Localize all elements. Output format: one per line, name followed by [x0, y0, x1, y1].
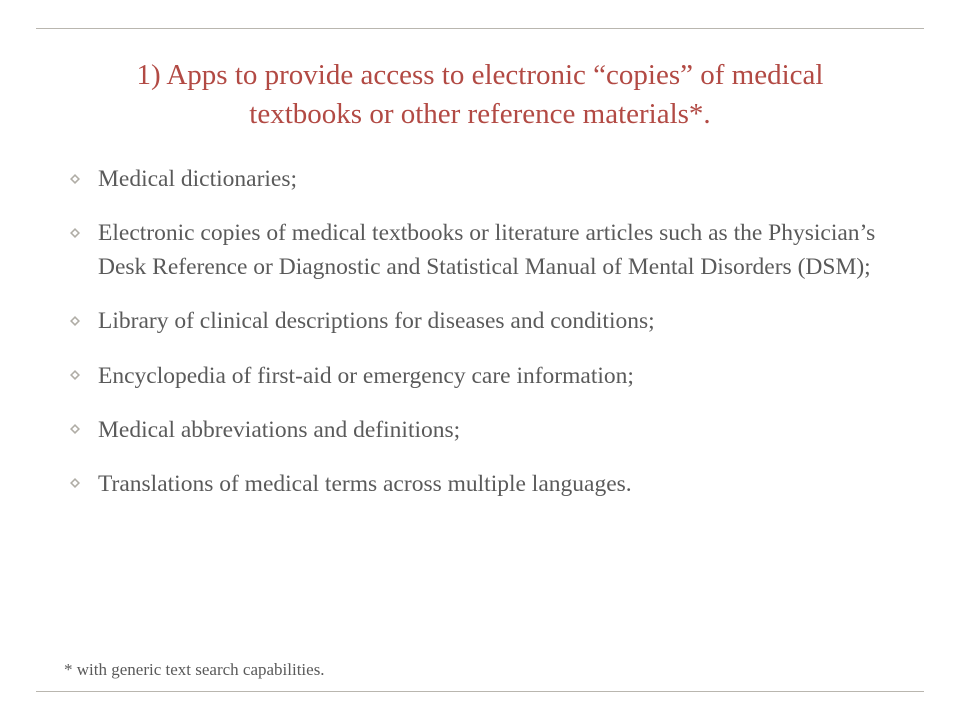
diamond-bullet-icon: [70, 370, 80, 380]
diamond-bullet-icon: [70, 424, 80, 434]
bullet-text: Library of clinical descriptions for dis…: [98, 308, 655, 334]
bottom-rule: [36, 691, 924, 692]
footnote: * with generic text search capabilities.: [64, 660, 896, 680]
list-item: Electronic copies of medical textbooks o…: [64, 216, 896, 284]
bullet-list: Medical dictionaries; Electronic copies …: [64, 162, 896, 660]
list-item: Medical dictionaries;: [64, 162, 896, 196]
bullet-text: Medical abbreviations and definitions;: [98, 417, 460, 443]
diamond-bullet-icon: [70, 174, 80, 184]
list-item: Encyclopedia of first-aid or emergency c…: [64, 359, 896, 393]
bullet-text: Electronic copies of medical textbooks o…: [98, 220, 875, 280]
slide-body: 1) Apps to provide access to electronic …: [36, 28, 924, 692]
diamond-bullet-icon: [70, 316, 80, 326]
list-item: Library of clinical descriptions for dis…: [64, 304, 896, 338]
list-item: Translations of medical terms across mul…: [64, 467, 896, 501]
bullet-text: Translations of medical terms across mul…: [98, 471, 632, 497]
list-item: Medical abbreviations and definitions;: [64, 413, 896, 447]
bullet-text: Medical dictionaries;: [98, 166, 297, 192]
diamond-bullet-icon: [70, 478, 80, 488]
bullet-text: Encyclopedia of first-aid or emergency c…: [98, 363, 634, 389]
diamond-bullet-icon: [70, 228, 80, 238]
slide-title: 1) Apps to provide access to electronic …: [64, 56, 896, 134]
